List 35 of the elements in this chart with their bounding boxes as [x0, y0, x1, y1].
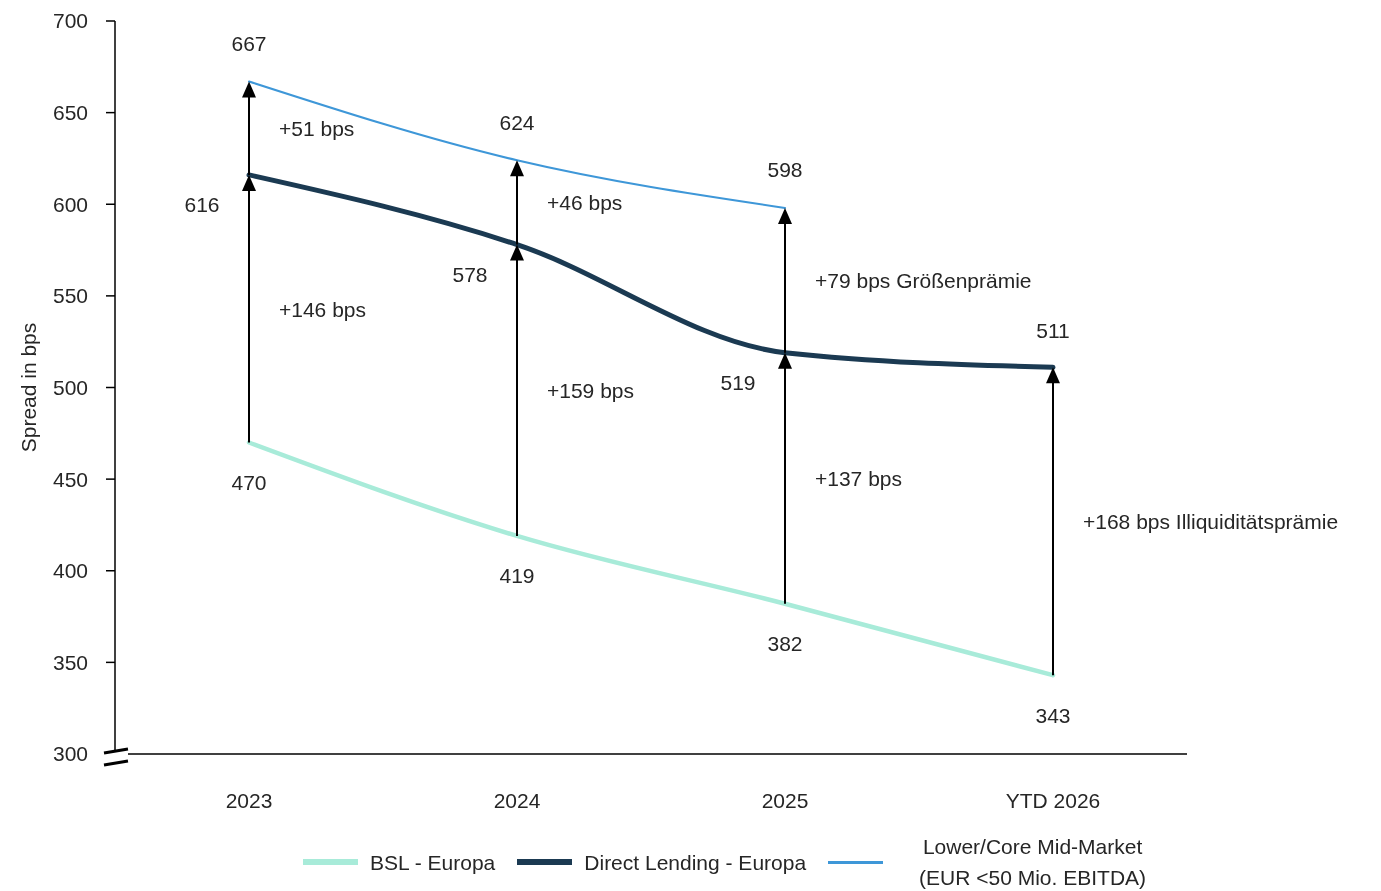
data-label: 382: [767, 632, 803, 656]
x-tick-label: 2025: [761, 788, 809, 812]
y-tick-label: 650: [52, 101, 88, 125]
legend-label: Lower/Core Mid-Market (EUR <50 Mio. EBITDA): [918, 834, 1148, 891]
y-tick-label: 600: [52, 192, 88, 216]
annotation: +79 bps Größenprämie: [815, 268, 1032, 292]
x-tick-label: 2024: [493, 788, 541, 812]
legend-label: BSL - Europa: [370, 849, 496, 876]
y-axis-title: Spread in bps: [16, 322, 40, 453]
annotation: +168 bps Illiquiditätsprämie: [1083, 509, 1339, 533]
y-tick-label: 550: [52, 284, 88, 308]
annotation: +159 bps: [547, 378, 634, 402]
data-label: 616: [184, 193, 220, 217]
legend-label: Direct Lending - Europa: [584, 849, 807, 876]
data-label: 624: [499, 110, 535, 134]
annotation: +46 bps: [547, 190, 623, 214]
y-tick-label: 700: [52, 9, 88, 33]
x-tick-label: YTD 2026: [1005, 788, 1101, 812]
annotation: +137 bps: [815, 466, 902, 490]
data-label: 419: [499, 564, 535, 588]
y-tick-label: 400: [52, 559, 88, 583]
data-label: 519: [720, 371, 756, 395]
annotation: +146 bps: [279, 297, 366, 321]
x-tick-label: 2023: [225, 788, 273, 812]
annotation: +51 bps: [279, 116, 355, 140]
data-label: 470: [231, 470, 267, 494]
data-label: 578: [452, 263, 488, 287]
data-label: 667: [231, 31, 267, 55]
y-tick-label: 500: [52, 375, 88, 399]
data-label: 511: [1036, 318, 1070, 342]
y-tick-label: 300: [52, 742, 88, 766]
data-label: 598: [767, 158, 803, 182]
data-label: 343: [1035, 703, 1071, 727]
y-tick-label: 450: [52, 467, 88, 491]
y-tick-label: 350: [52, 650, 88, 674]
